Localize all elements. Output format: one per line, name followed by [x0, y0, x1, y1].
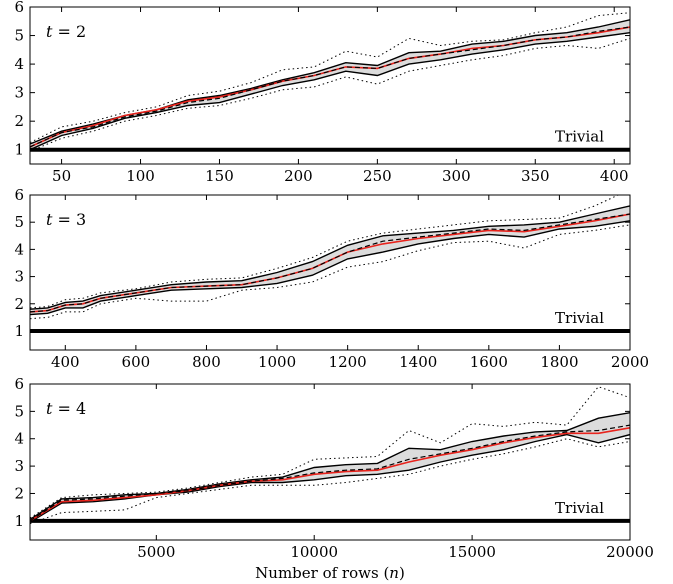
trivial-label: Trivial [555, 128, 604, 146]
x-tick-label: 200 [284, 167, 313, 185]
plot-area [30, 195, 630, 333]
panel-label: t = 4 [46, 399, 86, 418]
dashed-series-line [30, 424, 630, 522]
x-tick-label: 15000 [448, 543, 496, 561]
dashed-series-line [30, 26, 630, 148]
axes-frame [29, 6, 631, 165]
x-axis-label-suffix: ) [399, 564, 405, 582]
y-tick-label: 6 [14, 0, 24, 16]
x-tick-label: 350 [521, 167, 550, 185]
x-tick-label: 800 [192, 353, 221, 371]
x-tick-label: 150 [205, 167, 234, 185]
plot-area [30, 12, 630, 152]
upper-dotted-line [30, 386, 630, 519]
y-tick-label: 1 [14, 512, 24, 530]
panel-label: t = 2 [46, 22, 86, 41]
chart-panels: 50 100 150 200 250 300 350 400 1 2 3 4 5 6 t = 2 Trivia… [14, 0, 653, 561]
trivial-label: Trivial [555, 499, 604, 517]
lower-dotted-line [30, 224, 630, 320]
y-tick-label: 3 [14, 457, 24, 475]
panel-label-var: t [46, 210, 53, 229]
x-tick-label: 2000 [611, 353, 649, 371]
y-tick-label: 5 [14, 213, 24, 231]
panel-label: t = 3 [46, 210, 86, 229]
x-tick-label: 50 [52, 167, 71, 185]
x-tick-label: 1800 [540, 353, 578, 371]
panel-label-var: t [46, 399, 53, 418]
x-axis-label-prefix: Number of rows ( [255, 564, 389, 582]
y-tick-label: 4 [14, 430, 24, 448]
x-tick-label: 400 [600, 167, 629, 185]
x-tick-label: 300 [442, 167, 471, 185]
x-tick-label: 250 [363, 167, 392, 185]
panel-label-var: t [46, 22, 53, 41]
x-tick-label: 1400 [399, 353, 437, 371]
red-series-line [30, 427, 630, 522]
plot-area [30, 386, 630, 525]
y-tick-label: 5 [14, 27, 24, 45]
panel-label-eq: = 3 [52, 210, 86, 229]
y-tick-label: 2 [14, 295, 24, 313]
y-tick-label: 3 [14, 84, 24, 102]
lower-band-line [30, 220, 630, 316]
y-tick-label: 2 [14, 484, 24, 502]
y-tick-label: 3 [14, 268, 24, 286]
confidence-band [30, 412, 630, 523]
trivial-label: Trivial [555, 309, 604, 327]
y-tick-label: 5 [14, 402, 24, 420]
red-series-line [30, 26, 630, 148]
panel-1: 50 100 150 200 250 300 350 400 1 2 3 4 5 6 t = 2 Trivia… [14, 0, 631, 185]
upper-dotted-line [30, 195, 620, 309]
x-tick-label: 10000 [290, 543, 338, 561]
y-tick-label: 2 [14, 112, 24, 130]
x-axis-label-var: n [389, 564, 399, 582]
lower-band-line [30, 32, 630, 151]
dashed-series-line [30, 213, 630, 313]
x-tick-label: 5000 [137, 543, 175, 561]
x-tick-label: 1200 [329, 353, 367, 371]
upper-dotted-line [30, 12, 630, 144]
panel-3: 5000 10000 15000 20000 1 2 3 4 5 6 t = 4 Trivial [14, 375, 653, 561]
upper-band-line [30, 412, 630, 521]
x-tick-label: 400 [51, 353, 80, 371]
x-axis-label: Number of rows (n) [255, 564, 405, 582]
lower-dotted-line [30, 438, 630, 525]
x-tick-label: 1600 [470, 353, 508, 371]
x-tick-label: 100 [126, 167, 155, 185]
lower-band-line [30, 433, 630, 523]
panel-label-eq: = 4 [52, 399, 86, 418]
x-tick-label: 1000 [258, 353, 296, 371]
x-tick-label: 20000 [606, 543, 654, 561]
axes-frame [29, 194, 631, 351]
y-tick-label: 1 [14, 141, 24, 159]
panel-2: 400 600 800 1000 1200 1400 1600 1800 2000 1 2 3 4 5 6 t… [14, 186, 649, 371]
upper-band-line [30, 205, 630, 310]
confidence-band [30, 19, 630, 150]
x-tick-label: 600 [122, 353, 151, 371]
y-tick-label: 6 [14, 375, 24, 393]
y-tick-label: 1 [14, 322, 24, 340]
y-tick-label: 4 [14, 240, 24, 258]
axes-frame [29, 383, 631, 541]
y-tick-label: 4 [14, 55, 24, 73]
lower-dotted-line [30, 37, 630, 152]
y-tick-label: 6 [14, 186, 24, 204]
panel-label-eq: = 2 [52, 22, 86, 41]
